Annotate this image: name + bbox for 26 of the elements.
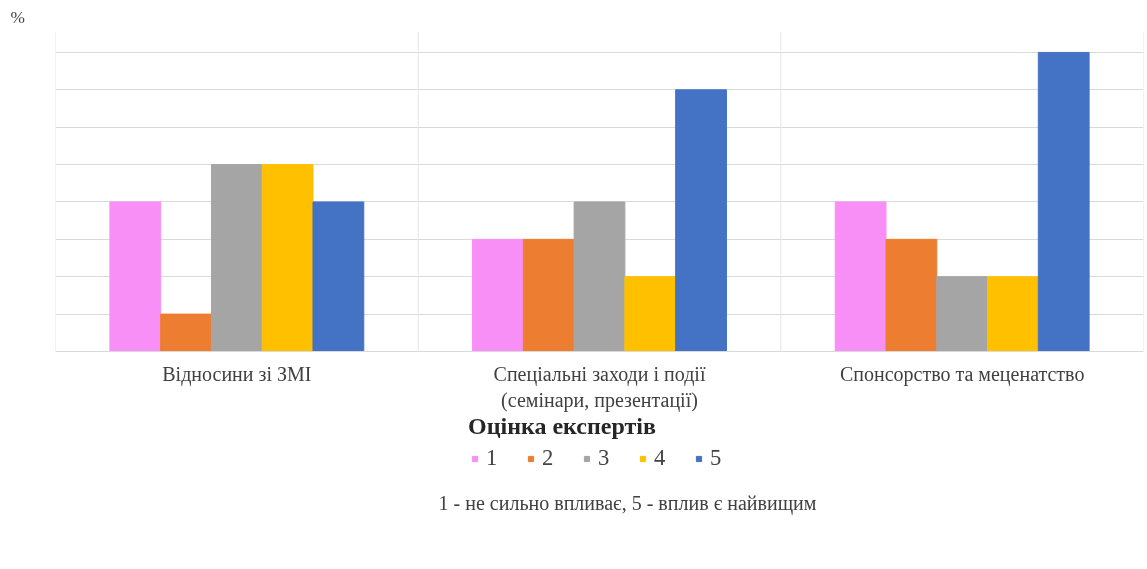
bar [987, 276, 1039, 352]
legend-label: 1 [486, 445, 499, 471]
legend-label: 3 [598, 445, 611, 471]
x-tick-label: Спонсорство та меценатство [839, 362, 1085, 386]
legend-label: 4 [654, 445, 667, 471]
legend-title: Оцінка експертів [468, 413, 657, 440]
bar [210, 164, 263, 352]
bar [573, 201, 626, 352]
bar [1037, 51, 1090, 352]
bar [834, 201, 887, 352]
y-axis-title: % [10, 7, 25, 27]
bar [675, 89, 727, 352]
legend-label: 2 [542, 445, 555, 471]
bar [312, 201, 365, 352]
bar [160, 313, 212, 352]
legend-label: 5 [710, 445, 723, 471]
bar [624, 276, 677, 352]
bar [472, 238, 524, 352]
bar [885, 238, 938, 352]
bar [522, 238, 575, 352]
bar [109, 201, 162, 352]
x-tick-label: Спеціальні заходи і події (семінари, презентації) [493, 362, 706, 412]
x-tick-label: Відносини зі ЗМІ [162, 362, 312, 386]
text: 1 - не сильно впливає, 5 - вплив є найвищим [438, 491, 817, 515]
bar [261, 164, 314, 352]
bar [936, 276, 989, 352]
